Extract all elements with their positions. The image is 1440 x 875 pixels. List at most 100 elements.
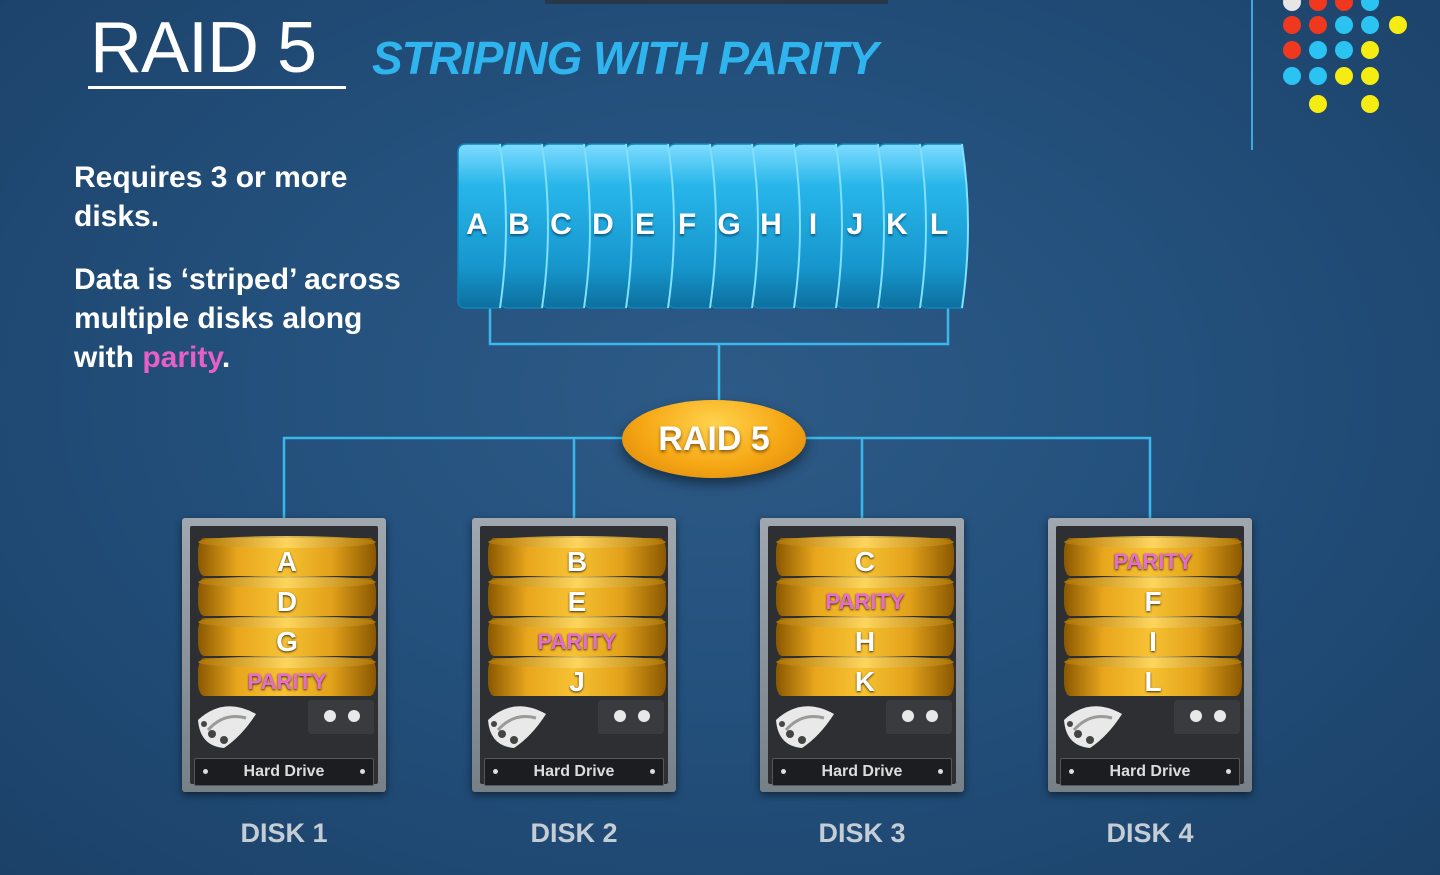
page-subtitle: STRIPING WITH PARITY (372, 32, 879, 84)
disk-block: G (198, 616, 376, 657)
data-block-label: B (566, 546, 588, 577)
hard-drive-4: L I F PARITY Hard Drive (1048, 518, 1252, 792)
disk-block: F (1064, 576, 1242, 617)
data-block-label: L (1144, 666, 1162, 697)
disk-block: A (198, 536, 376, 577)
data-block-label: A (276, 546, 298, 577)
data-block-label: D (276, 586, 298, 617)
data-block-label: H (854, 626, 876, 657)
disk-label: DISK 4 (1106, 818, 1194, 848)
parity-highlight: parity (142, 341, 222, 374)
led-icon (348, 710, 360, 722)
platter-icon (776, 706, 834, 748)
disk-block: D (198, 576, 376, 617)
disk-block: E (488, 576, 666, 617)
stripe-segment (667, 143, 717, 309)
stripe-segment (751, 143, 801, 309)
stripe-block-label: H (760, 208, 782, 241)
stripe-segment (793, 143, 843, 309)
stripe-block-label: E (634, 208, 655, 241)
disk-block: H (776, 616, 954, 657)
page-title: RAID 5 (90, 8, 317, 88)
stripe-segment (457, 143, 507, 309)
raid-controller-badge: RAID 5 (622, 400, 806, 478)
drive-body: J PARITY E B Hard Drive (480, 526, 668, 786)
description-text: Data is ‘striped’ across multiple disks … (74, 260, 414, 377)
disk-block: C (776, 536, 954, 577)
stripe-segment (835, 143, 885, 309)
stripe-segment (877, 143, 927, 309)
data-block-label: G (276, 626, 298, 657)
led-icon (1214, 710, 1226, 722)
stripe-block-label: B (508, 208, 530, 241)
disk-label: DISK 1 (240, 818, 328, 848)
drive-body: K H PARITY C Hard Drive (768, 526, 956, 786)
stripe-segment (499, 143, 549, 309)
hard-drive-2: J PARITY E B Hard Drive (472, 518, 676, 792)
drive-body: PARITY G D A Hard Drive (190, 526, 378, 786)
led-icon (324, 710, 336, 722)
disk-block: I (1064, 616, 1242, 657)
hard-drive-3: K H PARITY C Hard Drive (760, 518, 964, 792)
stripe-block-label: F (677, 208, 697, 241)
disk-block: PARITY (198, 656, 376, 696)
platter-icon (488, 706, 546, 748)
decor-vertical-line (1251, 0, 1253, 150)
stripe-segment (709, 143, 759, 309)
data-block-label: J (569, 666, 585, 697)
stripe-block-label: D (592, 208, 614, 241)
disk-block: PARITY (488, 616, 666, 656)
stripe-segment (541, 143, 591, 309)
disk-block: K (776, 656, 954, 697)
platter-icon (198, 706, 256, 748)
data-block-label: K (854, 666, 876, 697)
drive-body: L I F PARITY Hard Drive (1056, 526, 1244, 786)
disk-block: J (488, 656, 666, 697)
description-suffix: . (221, 341, 231, 374)
stripe-block-label: I (808, 208, 818, 241)
platter-icon (1064, 706, 1122, 748)
stripe-block-label: C (550, 208, 572, 241)
stripe-block-label: G (717, 208, 741, 241)
led-panel (598, 700, 664, 734)
title-underline (88, 86, 346, 89)
stripe-block-label: J (846, 208, 864, 241)
disk-label: DISK 3 (818, 818, 906, 848)
led-icon (1190, 710, 1202, 722)
stripe-block-label: K (886, 208, 908, 241)
stripe-segment (583, 143, 633, 309)
disk-block: PARITY (1064, 536, 1242, 576)
led-icon (926, 710, 938, 722)
drive-caption: Hard Drive (194, 758, 374, 786)
stripe-disks (457, 143, 969, 309)
data-block-label: C (854, 546, 876, 577)
stripe-segment (919, 143, 969, 309)
description-prefix: Data is ‘striped’ across multiple disks … (74, 263, 401, 374)
led-icon (614, 710, 626, 722)
led-panel (308, 700, 374, 734)
stripe-block-label: A (466, 208, 488, 241)
disk-block: L (1064, 656, 1242, 697)
hard-drive-1: PARITY G D A Hard Drive (182, 518, 386, 792)
led-icon (638, 710, 650, 722)
disk-block: B (488, 536, 666, 577)
data-block-label: E (567, 586, 587, 617)
parity-block-label: PARITY (825, 589, 905, 614)
disk-block: PARITY (776, 576, 954, 616)
parity-block-label: PARITY (247, 669, 327, 694)
stripe-segment (625, 143, 675, 309)
requirement-text: Requires 3 or more disks. (74, 161, 348, 233)
drive-caption: Hard Drive (484, 758, 664, 786)
top-bar (545, 0, 888, 4)
data-block-label: I (1149, 626, 1157, 657)
led-icon (902, 710, 914, 722)
parity-block-label: PARITY (537, 629, 617, 654)
stripe-block-label: L (929, 208, 949, 241)
led-panel (1174, 700, 1240, 734)
data-block-label: F (1144, 586, 1162, 617)
disk-label: DISK 2 (530, 818, 618, 848)
drive-caption: Hard Drive (772, 758, 952, 786)
parity-block-label: PARITY (1113, 549, 1193, 574)
